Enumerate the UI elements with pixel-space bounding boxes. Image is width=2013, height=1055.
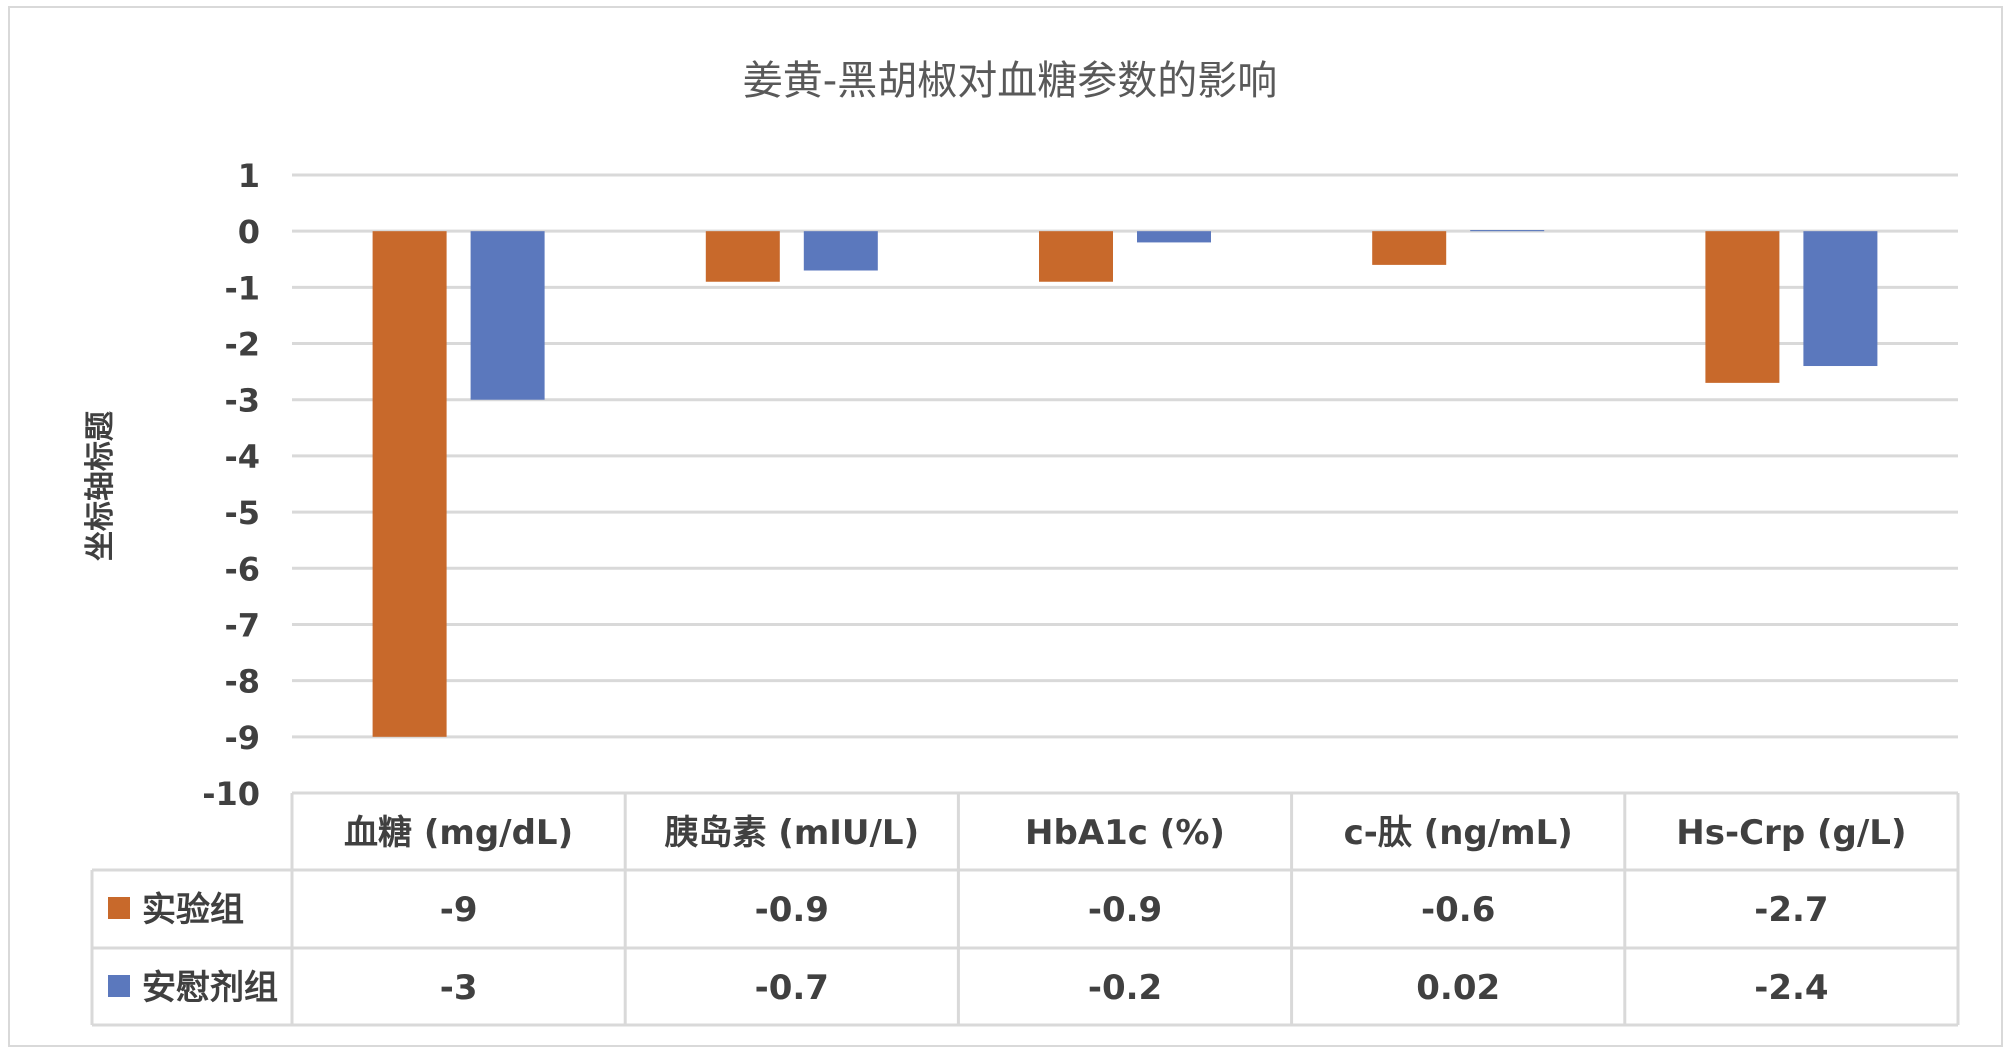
legend-key-placebo bbox=[108, 975, 130, 997]
bar-experimental bbox=[705, 231, 780, 282]
y-tick-label: -10 bbox=[202, 775, 260, 813]
data-label: -0.9 bbox=[755, 890, 829, 930]
y-tick-labels: 1 0 -1 -2 -3 -4 -5 -6 -7 -8 -9 -10 bbox=[202, 157, 260, 813]
legend-key-experimental bbox=[108, 897, 130, 919]
bar-experimental bbox=[1372, 231, 1447, 265]
data-label: -3 bbox=[440, 968, 478, 1008]
bar-experimental bbox=[1705, 231, 1780, 383]
series-name: 安慰剂组 bbox=[142, 968, 278, 1008]
data-label: 0.02 bbox=[1416, 968, 1500, 1008]
bar-placebo bbox=[1470, 230, 1545, 232]
data-label: -2.4 bbox=[1754, 968, 1828, 1008]
y-tick-label: -4 bbox=[224, 438, 260, 476]
y-tick-label: 0 bbox=[238, 213, 260, 251]
data-label: -0.2 bbox=[1088, 968, 1162, 1008]
series-name: 实验组 bbox=[142, 890, 244, 930]
bars bbox=[372, 230, 1878, 737]
category-label: HbA1c (%) bbox=[1025, 813, 1225, 853]
chart-frame: 姜黄-黑胡椒对血糖参数的影响 坐标轴标题 1 0 -1 -2 -3 -4 -5 -6 -7 -8 -… bbox=[8, 6, 2003, 1047]
y-tick-label: -8 bbox=[224, 663, 260, 701]
category-label: c-肽 (ng/mL) bbox=[1344, 813, 1573, 853]
data-table: 血糖 (mg/dL) 胰岛素 (mIU/L) HbA1c (%) c-肽 (ng/mL… bbox=[90, 791, 1960, 1027]
y-tick-label: -2 bbox=[224, 326, 260, 364]
bar-placebo bbox=[803, 231, 878, 271]
y-tick-label: -6 bbox=[224, 550, 260, 588]
y-tick-label: -7 bbox=[224, 606, 260, 644]
bar-placebo bbox=[470, 231, 545, 400]
bar-placebo bbox=[1803, 231, 1878, 367]
chart-svg: 姜黄-黑胡椒对血糖参数的影响 坐标轴标题 1 0 -1 -2 -3 -4 -5 -6 -7 -8 -… bbox=[83, 58, 1960, 1027]
y-tick-label: -3 bbox=[224, 382, 260, 420]
category-label: 胰岛素 (mIU/L) bbox=[664, 813, 919, 853]
category-label: Hs-Crp (g/L) bbox=[1676, 813, 1906, 853]
data-label: -2.7 bbox=[1754, 890, 1828, 930]
y-tick-label: 1 bbox=[238, 157, 260, 195]
category-label: 血糖 (mg/dL) bbox=[344, 813, 573, 853]
bar-experimental bbox=[1039, 231, 1113, 282]
data-label: -9 bbox=[440, 890, 478, 930]
data-label: -0.7 bbox=[755, 968, 829, 1008]
data-label: -0.6 bbox=[1421, 890, 1495, 930]
y-tick-label: -1 bbox=[224, 269, 260, 307]
chart-title: 姜黄-黑胡椒对血糖参数的影响 bbox=[743, 58, 1277, 104]
y-axis-title: 坐标轴标题 bbox=[83, 411, 118, 561]
y-tick-label: -9 bbox=[224, 719, 260, 757]
bar-experimental bbox=[372, 231, 447, 737]
bar-placebo bbox=[1137, 231, 1211, 243]
data-label: -0.9 bbox=[1088, 890, 1162, 930]
y-tick-label: -5 bbox=[224, 494, 260, 532]
